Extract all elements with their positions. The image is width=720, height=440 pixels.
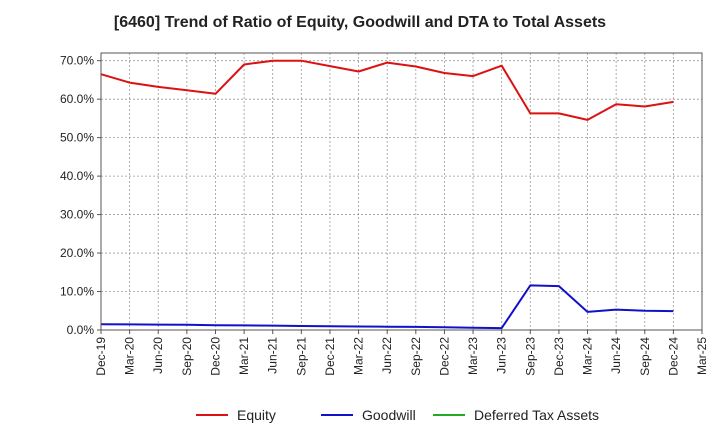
x-tick-label: Mar-22 — [352, 337, 366, 375]
x-tick-label: Sep-20 — [180, 337, 194, 376]
y-tick-label: 70.0% — [60, 54, 94, 68]
x-tick-label: Jun-20 — [151, 337, 165, 374]
x-tick-label: Mar-23 — [466, 337, 480, 375]
legend-label: Deferred Tax Assets — [474, 407, 599, 423]
x-tick-label: Jun-24 — [609, 337, 623, 374]
x-tick-label: Dec-23 — [552, 337, 566, 376]
y-tick-label: 0.0% — [67, 323, 95, 337]
y-tick-label: 20.0% — [60, 246, 94, 260]
y-tick-label: 30.0% — [60, 208, 94, 222]
legend-label: Equity — [237, 407, 276, 423]
grid-lines — [100, 53, 703, 331]
x-tick-label: Mar-25 — [695, 337, 709, 375]
x-tick-label: Mar-21 — [237, 337, 251, 375]
x-tick-label: Mar-20 — [123, 337, 137, 375]
x-tick-label: Sep-24 — [638, 337, 652, 376]
x-tick-label: Sep-21 — [294, 337, 308, 376]
series-lines — [100, 59, 674, 330]
x-tick-label: Sep-22 — [409, 337, 423, 376]
x-axis-ticks: Dec-19 Mar-20 Jun-20 Sep-20 Dec-20 Mar-21 Jun-… — [94, 330, 709, 376]
x-tick-label: Dec-22 — [437, 337, 451, 376]
plot-frame — [100, 52, 703, 331]
x-tick-label: Sep-23 — [523, 337, 537, 376]
x-tick-label: Dec-20 — [208, 337, 222, 376]
legend-label: Goodwill — [362, 407, 416, 423]
x-tick-label: Dec-19 — [94, 337, 108, 376]
x-tick-label: Mar-24 — [581, 337, 595, 375]
chart-title: [6460] Trend of Ratio of Equity, Goodwil… — [113, 14, 607, 31]
y-axis-ticks: 0.0% 10.0% 20.0% 30.0% 40.0% 50.0% 60.0% 70.0% — [60, 54, 101, 337]
x-tick-label: Jun-23 — [495, 337, 509, 374]
y-tick-label: 60.0% — [60, 92, 94, 106]
x-tick-label: Jun-22 — [380, 337, 394, 374]
legend: Equity Goodwill Deferred Tax Assets — [196, 407, 599, 423]
y-tick-label: 10.0% — [60, 285, 94, 299]
series-line-equity — [100, 59, 674, 121]
y-tick-label: 50.0% — [60, 131, 94, 145]
x-tick-label: Jun-21 — [266, 337, 280, 374]
x-tick-label: Dec-24 — [666, 337, 680, 376]
y-tick-label: 40.0% — [60, 169, 94, 183]
x-tick-label: Dec-21 — [323, 337, 337, 376]
series-line-goodwill — [100, 284, 674, 330]
